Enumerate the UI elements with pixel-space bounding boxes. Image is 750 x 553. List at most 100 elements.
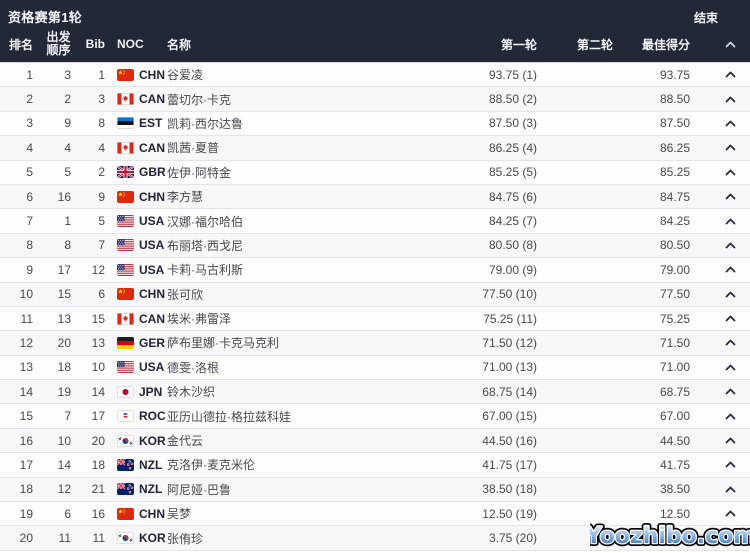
start-order-cell: 13 — [45, 312, 72, 326]
start-order-cell: 15 — [45, 287, 72, 301]
collapse-chevron-up-icon[interactable] — [710, 510, 750, 517]
collapse-chevron-up-icon[interactable] — [710, 266, 750, 273]
bib-cell: 4 — [72, 141, 107, 155]
collapse-chevron-up-icon[interactable] — [710, 437, 750, 444]
collapse-chevron-up-icon[interactable] — [710, 169, 750, 176]
noc-cell: USA — [107, 238, 167, 252]
round1-score: 93.75 (1) — [440, 68, 540, 82]
athlete-name: 卡莉·马古利斯 — [167, 261, 440, 278]
noc-cell: JPN — [107, 385, 167, 399]
rank-cell: 18 — [0, 482, 45, 496]
flag-gbr-icon — [117, 166, 134, 178]
collapse-chevron-up-icon[interactable] — [710, 535, 750, 542]
flag-chn-icon — [117, 69, 134, 81]
collapse-chevron-up-icon[interactable] — [710, 218, 750, 225]
noc-code: KOR — [139, 531, 166, 545]
collapse-chevron-up-icon[interactable] — [710, 71, 750, 78]
round1-score: 84.25 (7) — [440, 214, 540, 228]
noc-code: USA — [139, 214, 164, 228]
collapse-chevron-up-icon[interactable] — [710, 120, 750, 127]
noc-code: NZL — [139, 458, 162, 472]
collapse-chevron-up-icon[interactable] — [710, 193, 750, 200]
rank-cell: 14 — [0, 385, 45, 399]
collapse-chevron-up-icon[interactable] — [710, 413, 750, 420]
col-round2: 第二轮 — [540, 36, 615, 53]
collapse-chevron-up-icon[interactable] — [710, 96, 750, 103]
athlete-name: 金代云 — [167, 432, 440, 449]
collapse-section-chevron-up-icon[interactable] — [710, 41, 750, 48]
col-start-order: 出发 顺序 — [45, 31, 72, 57]
flag-usa-icon — [117, 215, 134, 227]
noc-code: USA — [139, 360, 164, 374]
bib-cell: 15 — [72, 312, 107, 326]
bib-cell: 5 — [72, 214, 107, 228]
flag-ger-icon — [117, 337, 134, 349]
collapse-chevron-up-icon[interactable] — [710, 339, 750, 346]
start-order-cell: 3 — [45, 68, 72, 82]
flag-can-icon — [117, 313, 134, 325]
flag-nzl-icon — [117, 459, 134, 471]
round1-score: 87.50 (3) — [440, 116, 540, 130]
athlete-name: 铃木沙织 — [167, 383, 440, 400]
start-order-cell: 9 — [45, 116, 72, 130]
bib-cell: 17 — [72, 409, 107, 423]
collapse-chevron-up-icon[interactable] — [710, 388, 750, 395]
athlete-name: 凯莉·西尔达鲁 — [167, 115, 440, 132]
noc-code: ROC — [139, 409, 166, 423]
bib-cell: 3 — [72, 92, 107, 106]
best-score: 44.50 — [615, 434, 710, 448]
collapse-chevron-up-icon[interactable] — [710, 315, 750, 322]
bib-cell: 12 — [72, 263, 107, 277]
collapse-chevron-up-icon[interactable] — [710, 486, 750, 493]
rank-cell: 7 — [0, 214, 45, 228]
rank-cell: 20 — [0, 531, 45, 545]
start-order-cell: 6 — [45, 507, 72, 521]
round1-score: 85.25 (5) — [440, 165, 540, 179]
start-order-cell: 17 — [45, 263, 72, 277]
noc-cell: CHN — [107, 68, 167, 82]
noc-code: CHN — [139, 190, 165, 204]
best-score: 86.25 — [615, 141, 710, 155]
round1-score: 41.75 (17) — [440, 458, 540, 472]
noc-code: CAN — [139, 92, 165, 106]
round1-score: 12.50 (19) — [440, 507, 540, 521]
collapse-chevron-up-icon[interactable] — [710, 291, 750, 298]
collapse-chevron-up-icon[interactable] — [710, 144, 750, 151]
bib-cell: 16 — [72, 507, 107, 521]
round1-score: 80.50 (8) — [440, 238, 540, 252]
athlete-name: 埃米·弗雷泽 — [167, 310, 440, 327]
start-order-cell: 5 — [45, 165, 72, 179]
rank-cell: 3 — [0, 116, 45, 130]
noc-cell: GBR — [107, 165, 167, 179]
collapse-chevron-up-icon[interactable] — [710, 461, 750, 468]
noc-code: CHN — [139, 68, 165, 82]
athlete-name: 蕾切尔·卡克 — [167, 91, 440, 108]
noc-cell: EST — [107, 116, 167, 130]
athlete-name: 张可欣 — [167, 286, 440, 303]
noc-cell: CHN — [107, 507, 167, 521]
col-round1: 第一轮 — [440, 36, 540, 53]
flag-kor-icon — [117, 532, 134, 544]
collapse-chevron-up-icon[interactable] — [710, 364, 750, 371]
collapse-chevron-up-icon[interactable] — [710, 242, 750, 249]
